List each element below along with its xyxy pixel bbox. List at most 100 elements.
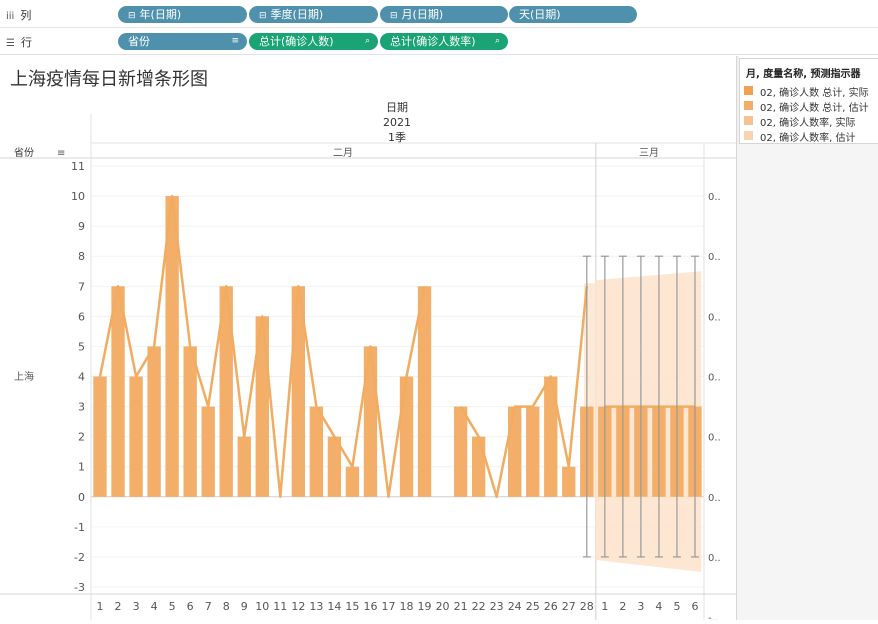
x-tick-label: 7 — [205, 600, 212, 613]
x-tick-label: 1 — [601, 600, 608, 613]
bar[interactable] — [238, 437, 251, 497]
y-tick-label: 2 — [78, 431, 85, 444]
rows-shelf-label: ☰ 行 — [6, 34, 32, 50]
quarter-header: 1季 — [388, 131, 406, 144]
x-tick-label: 18 — [400, 600, 414, 613]
chart-title: 上海疫情每日新增条形图 — [10, 69, 208, 90]
x-tick-label: 19 — [418, 600, 432, 613]
x-tick-label: 21 — [454, 600, 468, 613]
province-pill[interactable]: 省份 ≡ — [118, 33, 247, 50]
month-header-mar: 三月 — [639, 147, 659, 159]
x-tick-label: 13 — [309, 600, 323, 613]
y-tick-label: 10 — [71, 190, 85, 203]
legend-swatch — [744, 101, 753, 110]
y-tick-label: 8 — [78, 250, 85, 263]
bar[interactable] — [183, 346, 196, 496]
columns-icon: iii — [6, 11, 14, 22]
bar[interactable] — [472, 437, 485, 497]
x-tick-label: 23 — [490, 600, 504, 613]
sum-confirmed-pill[interactable]: 总计(确诊人数) ⌕ — [249, 33, 378, 50]
x-tick-label: 4 — [151, 600, 158, 613]
bar[interactable] — [400, 377, 413, 497]
row-field-header: 省份 — [14, 146, 34, 159]
x-tick-label: 5 — [169, 600, 176, 613]
x-tick-label: 26 — [544, 600, 558, 613]
x-tick-label: 8 — [223, 600, 230, 613]
x-tick-label: 6 — [691, 600, 698, 613]
secondary-y-axis: 0..0..0..0..0..0..0..-.. — [708, 192, 721, 620]
legend: 月, 度量名称, 预测指示器 02, 确诊人数 总计, 实际 02, 确诊人数 … — [739, 58, 878, 144]
y-axis: -3 -2 -1 0 1 2 3 4 5 6 7 8 9 10 11 — [71, 160, 85, 594]
forecast-icon: ⌕ — [365, 33, 370, 50]
sort-icon[interactable]: ≡ — [57, 148, 65, 159]
x-tick-label: 11 — [273, 600, 287, 613]
x-tick-label: 3 — [133, 600, 140, 613]
bar[interactable] — [147, 346, 160, 496]
x-tick-label: 22 — [472, 600, 486, 613]
y-tick-label: 6 — [78, 310, 85, 323]
year-date-pill[interactable]: ⊟ 年(日期) — [118, 6, 247, 23]
bar[interactable] — [526, 407, 539, 497]
secondary-y-tick-label: 0.. — [708, 312, 721, 323]
rows-icon: ☰ — [6, 38, 15, 49]
row-value-label: 上海 — [14, 370, 34, 383]
bar[interactable] — [418, 286, 431, 497]
month-date-pill[interactable]: ⊟ 月(日期) — [380, 6, 508, 23]
collapse-icon: ⊟ — [259, 11, 267, 21]
y-tick-label: 5 — [78, 340, 85, 353]
bar[interactable] — [93, 377, 106, 497]
bar[interactable] — [346, 467, 359, 497]
legend-item[interactable]: 02, 确诊人数率, 估计 — [744, 129, 878, 144]
x-tick-label: 17 — [381, 600, 395, 613]
legend-item[interactable]: 02, 确诊人数 总计, 实际 — [744, 84, 878, 99]
sum-confirmed-rate-pill[interactable]: 总计(确诊人数率) ⌕ — [380, 33, 508, 50]
x-tick-label: 6 — [187, 600, 194, 613]
legend-swatch — [744, 131, 753, 140]
y-tick-label: 4 — [78, 371, 85, 384]
bar[interactable] — [111, 286, 124, 497]
y-tick-label: 1 — [78, 461, 85, 474]
collapse-icon: ⊟ — [128, 11, 136, 21]
bar[interactable] — [508, 407, 521, 497]
secondary-y-tick-label: 0.. — [708, 192, 721, 203]
legend-item[interactable]: 02, 确诊人数 总计, 估计 — [744, 99, 878, 114]
x-tick-label: 10 — [255, 600, 269, 613]
bar[interactable] — [364, 346, 377, 496]
x-tick-label: 24 — [508, 600, 522, 613]
bar[interactable] — [202, 407, 215, 497]
quarter-date-pill[interactable]: ⊟ 季度(日期) — [249, 6, 378, 23]
legend-swatch — [744, 116, 753, 125]
x-tick-label: 16 — [363, 600, 377, 613]
x-tick-label: 2 — [115, 600, 122, 613]
collapse-icon: ⊟ — [390, 11, 398, 21]
x-tick-label: 3 — [637, 600, 644, 613]
x-tick-label: 15 — [345, 600, 359, 613]
secondary-y-tick-label: 0.. — [708, 553, 721, 564]
x-tick-label: 5 — [673, 600, 680, 613]
legend-swatch — [744, 86, 753, 95]
bar[interactable] — [129, 377, 142, 497]
secondary-y-tick-label: 0.. — [708, 252, 721, 263]
y-tick-label: -2 — [74, 551, 85, 564]
x-tick-label: 28 — [580, 600, 594, 613]
bar[interactable] — [310, 407, 323, 497]
x-tick-label: 4 — [655, 600, 662, 613]
side-panel-background — [737, 144, 878, 620]
x-tick-label: 27 — [562, 600, 576, 613]
y-tick-label: 3 — [78, 401, 85, 414]
sort-icon: ≡ — [231, 33, 239, 50]
y-tick-label: 9 — [78, 220, 85, 233]
y-tick-label: 0 — [78, 491, 85, 504]
x-tick-label: 9 — [241, 600, 248, 613]
day-date-pill[interactable]: 天(日期) — [509, 6, 637, 23]
y-tick-label: 11 — [71, 160, 85, 173]
y-tick-label: -1 — [74, 521, 85, 534]
bar[interactable] — [562, 467, 575, 497]
x-tick-label: 1 — [97, 600, 104, 613]
columns-shelf: iii 列 ⊟ 年(日期) ⊟ 季度(日期) ⊟ 月(日期) 天(日期) — [0, 2, 878, 28]
x-axis: 1 2 3 4 5 6 7 8 9 10 11 12 13 14 15 16 17 18 19 20 21 22 23 24 2… — [97, 600, 699, 613]
chart-area: 上海疫情每日新增条形图 日期 2021 1季 省份 ≡ 二月 三月 上海 -3-… — [0, 56, 737, 620]
x-tick-label: 20 — [436, 600, 450, 613]
bar[interactable] — [454, 407, 467, 497]
legend-item[interactable]: 02, 确诊人数率, 实际 — [744, 114, 878, 129]
